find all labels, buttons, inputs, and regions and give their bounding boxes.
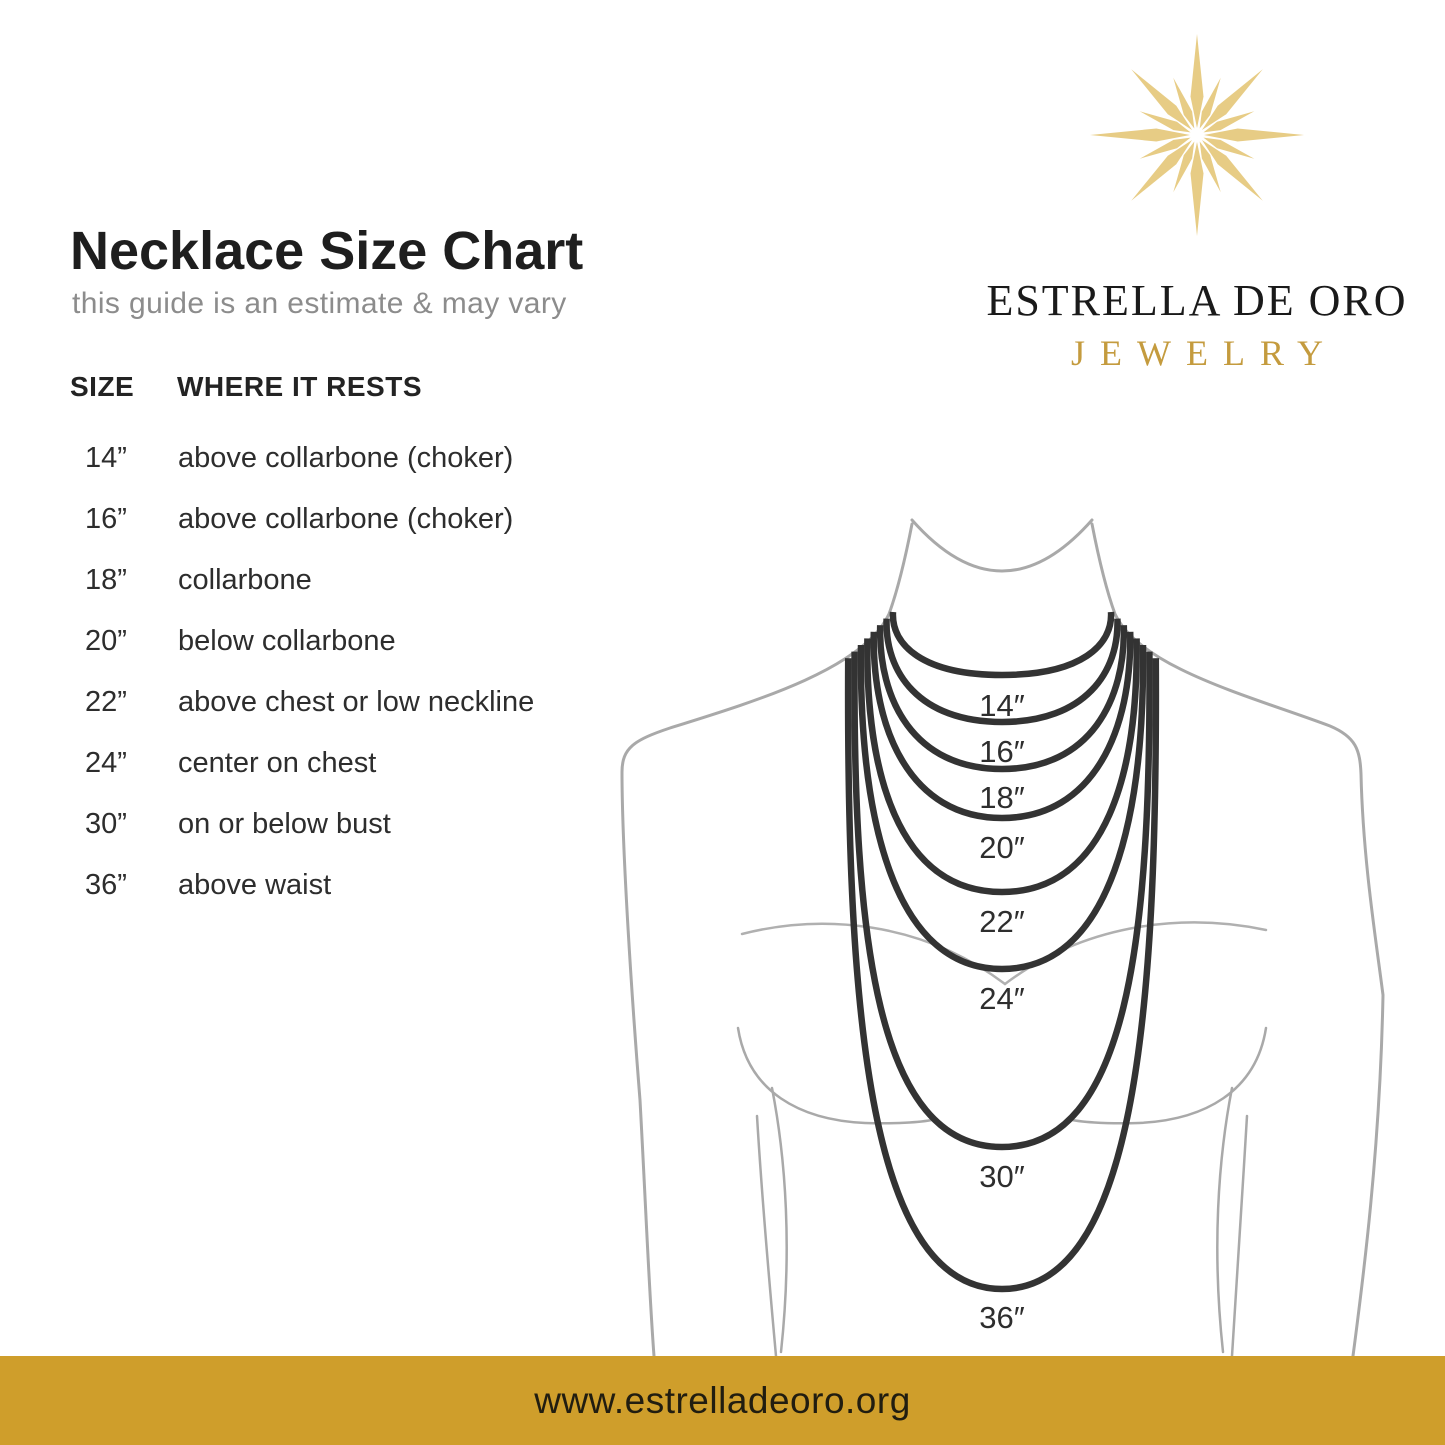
necklace-22in <box>864 638 1140 896</box>
page-title: Necklace Size Chart <box>70 221 584 281</box>
necklace-label-20: 20″ <box>979 830 1024 865</box>
necklace-18in <box>876 625 1128 773</box>
size-table: SIZE WHERE IT RESTS 14” above collarbone… <box>70 370 670 916</box>
row-rest: collarbone <box>178 564 312 596</box>
header: Necklace Size Chart this guide is an est… <box>70 221 690 321</box>
column-header-size: SIZE <box>70 371 135 402</box>
necklace-label-18: 18″ <box>979 780 1024 815</box>
table-row: 18” collarbone <box>70 550 670 611</box>
table-row: 20” below collarbone <box>70 611 670 672</box>
row-rest: above collarbone (choker) <box>178 503 514 535</box>
row-rest: below collarbone <box>178 625 396 657</box>
page-subtitle: this guide is an estimate & may vary <box>72 287 567 321</box>
necklace-24in <box>857 644 1147 973</box>
row-size: 30” <box>85 808 127 840</box>
footer-bar: www.estrelladeoro.org <box>0 1356 1445 1445</box>
brand-name: ESTRELLA DE ORO <box>986 276 1408 325</box>
necklace-label-22: 22″ <box>979 904 1024 939</box>
necklace-label-36: 36″ <box>979 1300 1024 1335</box>
necklace-36in <box>844 658 1160 1293</box>
row-size: 14” <box>85 442 127 474</box>
row-size: 22” <box>85 686 127 718</box>
row-size: 36” <box>85 869 127 901</box>
necklace-label-14: 14″ <box>979 688 1024 723</box>
gold-starburst-icon <box>1090 34 1304 236</box>
row-rest: on or below bust <box>178 808 391 840</box>
table-row: 36” above waist <box>70 855 670 916</box>
table-row: 30” on or below bust <box>70 794 670 855</box>
row-size: 16” <box>85 503 127 535</box>
necklace-label-16: 16″ <box>979 734 1024 769</box>
row-size: 24” <box>85 747 127 779</box>
row-size: 18” <box>85 564 127 596</box>
website-url-link[interactable]: www.estrelladeoro.org <box>534 1380 911 1421</box>
row-rest: above waist <box>178 869 332 901</box>
table-row: 24” center on chest <box>70 733 670 794</box>
row-size: 20” <box>85 625 127 657</box>
necklace-20in <box>870 631 1134 822</box>
row-rest: center on chest <box>178 747 377 779</box>
row-rest: above chest or low neckline <box>178 686 535 718</box>
table-row: 14” above collarbone (choker) <box>70 428 670 489</box>
row-rest: above collarbone (choker) <box>178 442 514 474</box>
necklace-30in <box>851 651 1153 1151</box>
table-row: 16” above collarbone (choker) <box>70 489 670 550</box>
necklace-16in <box>883 618 1121 726</box>
necklace-label-30: 30″ <box>979 1159 1024 1194</box>
column-header-where-it-rests: WHERE IT RESTS <box>177 371 423 402</box>
necklace-length-diagram: 14″ 16″ 18″ 20″ 22″ 24″ 30″ 36″ <box>620 518 1385 1356</box>
size-table-rows: 14” above collarbone (choker) 16” above … <box>70 428 670 916</box>
brand-logo: ESTRELLA DE ORO JEWELRY <box>947 28 1445 371</box>
necklace-curves <box>844 611 1160 1293</box>
size-table-header: SIZE WHERE IT RESTS <box>70 370 670 404</box>
necklace-label-24: 24″ <box>979 981 1024 1016</box>
necklace-14in <box>889 611 1115 679</box>
table-row: 22” above chest or low neckline <box>70 672 670 733</box>
brand-tagline: JEWELRY <box>1071 333 1338 373</box>
